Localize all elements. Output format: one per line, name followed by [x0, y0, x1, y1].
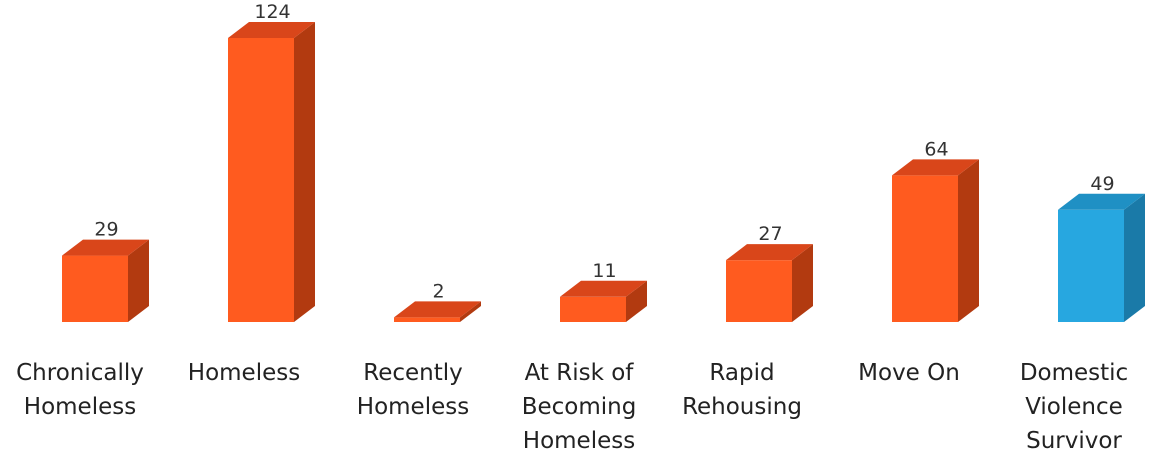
data-label: 64	[924, 138, 948, 160]
category-label-line: Rapid	[709, 360, 775, 386]
bar-2	[394, 301, 481, 322]
category-label: Domestic Violence Survivor	[999, 356, 1149, 458]
category-label-line: Homeless	[356, 394, 470, 420]
data-label: 11	[592, 260, 616, 282]
bar-top-face	[560, 280, 647, 297]
bar-top-face	[228, 22, 315, 38]
bar-front-face	[394, 317, 460, 322]
category-label: Rapid Rehousing	[667, 356, 817, 424]
data-label: 29	[94, 219, 118, 241]
bar-top-face	[62, 239, 149, 256]
category-label: Move On	[834, 356, 984, 390]
bar-top-face	[726, 244, 813, 261]
category-label-line: Homeless	[522, 428, 636, 454]
bar-front-face	[228, 38, 294, 322]
category-label-line: Domestic	[1019, 360, 1129, 386]
bar-top-face	[1058, 193, 1145, 210]
bar-front-face	[892, 175, 958, 322]
category-label-line: Move On	[858, 360, 960, 386]
bar-front-face	[1058, 209, 1124, 322]
category-label-line: At Risk of	[524, 360, 634, 386]
bar-6	[1058, 193, 1145, 322]
category-label-line: Homeless	[187, 360, 301, 386]
bar-side-face	[792, 244, 813, 322]
category-label-line: Becoming	[521, 394, 637, 420]
bar-4	[726, 244, 813, 322]
category-label-line: Rehousing	[682, 394, 802, 420]
bar-5	[892, 159, 979, 322]
data-label: 2	[432, 280, 444, 302]
category-label-line: Chronically	[16, 360, 144, 386]
category-label: Chronically Homeless	[5, 356, 155, 424]
bar-front-face	[726, 260, 792, 322]
category-label-line: Recently	[363, 360, 463, 386]
bar-front-face	[62, 255, 128, 322]
data-label: 49	[1090, 173, 1114, 195]
bar-front-face	[560, 296, 626, 322]
bar-1	[228, 22, 315, 322]
category-label-line: Violence	[1025, 394, 1123, 420]
bar-side-face	[958, 159, 979, 322]
category-label: At Risk of Becoming Homeless	[504, 356, 654, 458]
bar-side-face	[626, 280, 647, 322]
bar-side-face	[294, 22, 315, 322]
data-label: 27	[758, 223, 782, 245]
data-label: 124	[254, 1, 290, 23]
bar-0	[62, 239, 149, 322]
bar-top-face	[394, 301, 481, 318]
bar-side-face	[128, 239, 149, 322]
category-label-line: Survivor	[1026, 428, 1122, 454]
category-label-line: Homeless	[23, 394, 137, 420]
category-label: Recently Homeless	[338, 356, 488, 424]
bar-side-face	[460, 301, 481, 322]
category-label: Homeless	[169, 356, 319, 390]
bar-3	[560, 280, 647, 322]
bar-side-face	[1124, 193, 1145, 322]
bar-top-face	[892, 159, 979, 176]
